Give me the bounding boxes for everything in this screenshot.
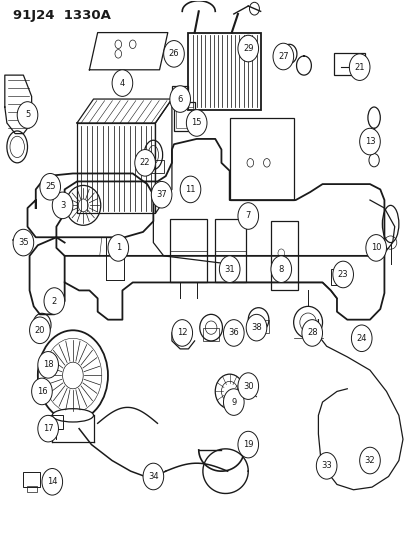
Text: 4: 4 <box>119 78 125 87</box>
Bar <box>229 118 293 200</box>
Bar <box>143 160 163 173</box>
Bar <box>169 219 206 282</box>
Bar <box>333 53 364 75</box>
Circle shape <box>301 320 322 346</box>
Circle shape <box>351 325 371 352</box>
Circle shape <box>237 431 258 458</box>
Circle shape <box>33 313 51 337</box>
Text: 22: 22 <box>140 158 150 167</box>
Circle shape <box>151 181 171 208</box>
Circle shape <box>223 320 244 346</box>
Circle shape <box>332 261 353 288</box>
Circle shape <box>237 373 258 399</box>
Circle shape <box>223 389 244 415</box>
Text: 25: 25 <box>45 182 55 191</box>
Circle shape <box>272 43 293 70</box>
Bar <box>202 328 219 341</box>
Text: 31: 31 <box>224 265 235 273</box>
Circle shape <box>270 256 291 282</box>
Text: 91J24  1330A: 91J24 1330A <box>13 9 111 22</box>
Bar <box>215 219 246 282</box>
Text: 14: 14 <box>47 478 57 486</box>
Circle shape <box>112 70 133 96</box>
Bar <box>176 107 192 128</box>
Text: 15: 15 <box>191 118 202 127</box>
Circle shape <box>38 352 58 378</box>
Circle shape <box>38 415 58 442</box>
Circle shape <box>17 102 38 128</box>
Text: 8: 8 <box>278 265 283 273</box>
Circle shape <box>13 229 33 256</box>
Text: 13: 13 <box>364 137 375 146</box>
Ellipse shape <box>52 409 93 422</box>
Circle shape <box>316 453 336 479</box>
Circle shape <box>31 378 52 405</box>
Text: 26: 26 <box>168 50 179 58</box>
Text: 32: 32 <box>364 456 375 465</box>
Text: 3: 3 <box>60 201 65 210</box>
Text: 37: 37 <box>156 190 166 199</box>
Circle shape <box>349 54 369 80</box>
Circle shape <box>169 86 190 112</box>
Circle shape <box>219 256 240 282</box>
Text: 16: 16 <box>37 387 47 396</box>
Bar <box>171 86 188 107</box>
Text: 1: 1 <box>115 244 121 253</box>
Text: 27: 27 <box>278 52 288 61</box>
Circle shape <box>52 192 73 219</box>
Circle shape <box>186 110 206 136</box>
Circle shape <box>365 235 386 261</box>
Text: 11: 11 <box>185 185 195 194</box>
Text: 18: 18 <box>43 360 53 369</box>
Circle shape <box>42 469 62 495</box>
Text: 34: 34 <box>148 472 158 481</box>
Circle shape <box>44 288 64 314</box>
Bar <box>270 221 297 290</box>
Circle shape <box>143 463 163 490</box>
Bar <box>188 33 260 110</box>
Bar <box>48 415 62 429</box>
Circle shape <box>237 35 258 62</box>
Circle shape <box>359 447 380 474</box>
Text: 6: 6 <box>177 94 183 103</box>
Text: 29: 29 <box>242 44 253 53</box>
Text: 30: 30 <box>242 382 253 391</box>
Circle shape <box>135 150 155 176</box>
Text: 9: 9 <box>230 398 236 407</box>
Text: 7: 7 <box>245 212 250 221</box>
Text: 19: 19 <box>242 440 253 449</box>
Text: 12: 12 <box>177 328 187 337</box>
Text: 36: 36 <box>228 328 239 337</box>
Bar <box>26 486 37 492</box>
Text: 24: 24 <box>356 334 366 343</box>
Circle shape <box>40 173 60 200</box>
Bar <box>173 102 194 131</box>
Text: 10: 10 <box>370 244 380 253</box>
Text: 35: 35 <box>18 238 28 247</box>
Text: 2: 2 <box>52 296 57 305</box>
Circle shape <box>359 128 380 155</box>
Text: 38: 38 <box>251 323 261 332</box>
Text: 5: 5 <box>25 110 30 119</box>
Circle shape <box>180 176 200 203</box>
Text: 28: 28 <box>306 328 317 337</box>
Bar <box>248 320 268 333</box>
Text: 21: 21 <box>354 63 364 71</box>
Circle shape <box>163 41 184 67</box>
Text: 20: 20 <box>35 326 45 335</box>
Bar <box>77 123 155 213</box>
Bar <box>23 472 40 487</box>
Circle shape <box>171 320 192 346</box>
Circle shape <box>108 235 128 261</box>
Bar <box>330 269 347 285</box>
Text: 23: 23 <box>337 270 348 279</box>
Circle shape <box>246 314 266 341</box>
Circle shape <box>29 317 50 344</box>
Text: 33: 33 <box>320 462 331 470</box>
Circle shape <box>237 203 258 229</box>
Text: 17: 17 <box>43 424 53 433</box>
